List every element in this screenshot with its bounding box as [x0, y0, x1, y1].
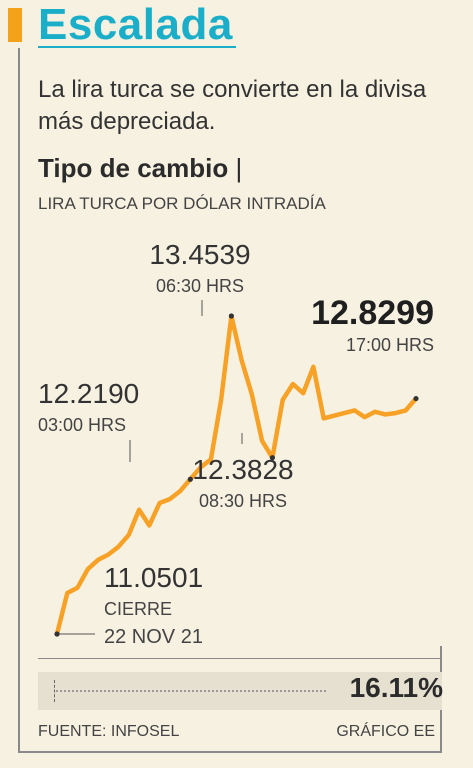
page-title: Escalada — [38, 0, 233, 49]
data-point-marker — [413, 395, 419, 402]
title-separator: | — [235, 153, 243, 183]
annotation-label: 17:00 HRS — [346, 335, 434, 355]
change-percentage: 16.11% — [349, 672, 443, 703]
annotation-value: 11.0501 — [104, 562, 203, 593]
series-line — [54, 313, 419, 637]
annotation-date-label: 22 NOV 21 — [104, 626, 203, 648]
frame-bottom-rule — [18, 751, 442, 753]
change-band-dots — [56, 690, 326, 692]
chart-title: Tipo de cambio — [38, 153, 229, 183]
data-point-marker — [269, 455, 275, 461]
annotation-value: 13.4539 — [149, 239, 250, 270]
line-chart: 11.0501 CIERRE 22 NOV 21 12.2190 03:00 HRS 13… — [38, 239, 434, 648]
title-underline — [38, 46, 236, 48]
annotation-value: 12.2190 — [38, 378, 139, 409]
chart-title-block: Tipo de cambio | — [38, 153, 242, 184]
annotation-value: 12.3828 — [192, 454, 293, 485]
frame-left-rule — [18, 48, 20, 752]
annotation-label: 03:00 HRS — [38, 415, 126, 435]
separator-line — [38, 658, 442, 659]
annotation-value: 12.8299 — [311, 294, 434, 332]
accent-bar — [8, 8, 22, 42]
annotation-label: 08:30 HRS — [199, 491, 287, 511]
data-point-marker — [54, 631, 60, 637]
source-credit: FUENTE: INFOSEL — [38, 723, 180, 740]
change-band-tick — [54, 680, 56, 702]
chart-subtitle: LIRA TURCA POR DÓLAR INTRADÍA — [38, 194, 326, 213]
graphic-credit: GRÁFICO EE — [336, 723, 435, 740]
data-point-marker — [187, 476, 193, 482]
data-point-marker — [228, 313, 234, 319]
page-subtitle: La lira turca se convierte en la divisa … — [38, 76, 427, 135]
annotation-label: 06:30 HRS — [156, 276, 244, 296]
annotation-label: CIERRE — [104, 599, 172, 619]
